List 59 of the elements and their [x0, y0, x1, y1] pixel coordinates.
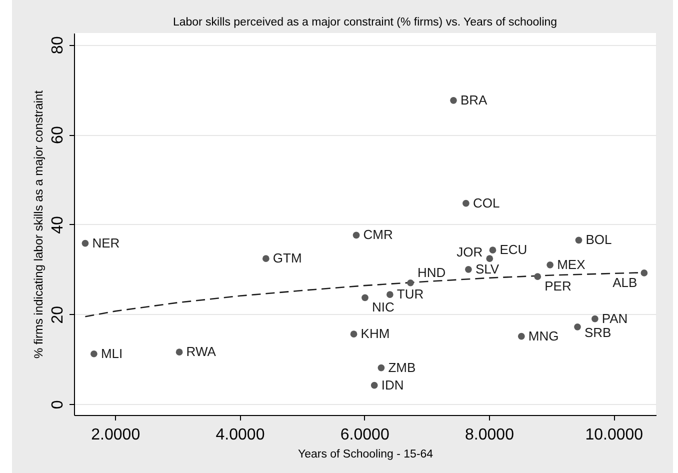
point	[462, 200, 470, 207]
point	[574, 323, 581, 330]
y-tick-label: 80	[50, 36, 66, 54]
y-tick-label: 20	[50, 306, 66, 324]
point	[592, 315, 598, 322]
annotation: GTM	[272, 250, 302, 266]
annotation: NIC	[372, 300, 394, 315]
annotation: COL	[472, 195, 500, 210]
annotation: TUR	[396, 286, 424, 302]
x-tick-label: 6.0000	[340, 426, 390, 444]
annotation: MLI	[100, 346, 123, 361]
annotation: ECU	[500, 242, 528, 258]
point	[386, 291, 394, 298]
point	[465, 266, 472, 273]
annotation: SLV	[475, 261, 500, 276]
x-tick-label: 2.0000	[91, 426, 140, 444]
annotation: CMR	[363, 227, 393, 242]
annotation: BRA	[460, 92, 488, 108]
point	[575, 236, 582, 244]
y-tick-label: 40	[50, 216, 66, 234]
point	[176, 348, 183, 356]
point	[90, 350, 98, 358]
y-tick-label: 0	[50, 400, 66, 410]
annotation: HND	[417, 264, 446, 280]
y-tick-label: 60	[50, 126, 66, 144]
point	[82, 240, 89, 247]
point	[352, 232, 360, 239]
annotation: MNG	[528, 328, 559, 344]
chart-title: Labor skills perceived as a major constraint (% firms) vs. Years of schooling	[172, 16, 558, 28]
annotation: IDN	[381, 377, 404, 392]
annotation: SRB	[584, 324, 612, 340]
y-axis-title: % firms indicating labor skills as a major constraint	[32, 90, 46, 359]
point	[378, 364, 385, 372]
annotation: RWA	[186, 344, 216, 360]
x-axis-title: Years of Schooling - 15-64	[298, 448, 434, 460]
x-tick-label: 10.0000	[585, 426, 644, 444]
point	[350, 330, 358, 338]
annotation: MEX	[557, 256, 586, 272]
annotation: PER	[544, 278, 572, 294]
annotation: ZMB	[388, 360, 416, 375]
annotation: KHM	[360, 326, 390, 342]
point	[450, 96, 457, 104]
annotation: ALB	[612, 274, 638, 290]
x-tick-label: 8.0000	[465, 426, 514, 444]
point	[370, 382, 378, 389]
point	[640, 270, 648, 276]
point	[407, 279, 414, 286]
point	[262, 255, 270, 262]
point	[518, 332, 525, 340]
annotation: NER	[92, 235, 120, 250]
annotation: JOR	[456, 244, 483, 260]
point	[362, 294, 368, 302]
point	[546, 261, 554, 268]
annotation: PAN	[602, 310, 628, 326]
point	[534, 273, 542, 280]
point	[489, 246, 496, 254]
point	[486, 255, 494, 262]
x-tick-label: 4.0000	[216, 426, 265, 444]
annotation: BOL	[586, 232, 612, 248]
